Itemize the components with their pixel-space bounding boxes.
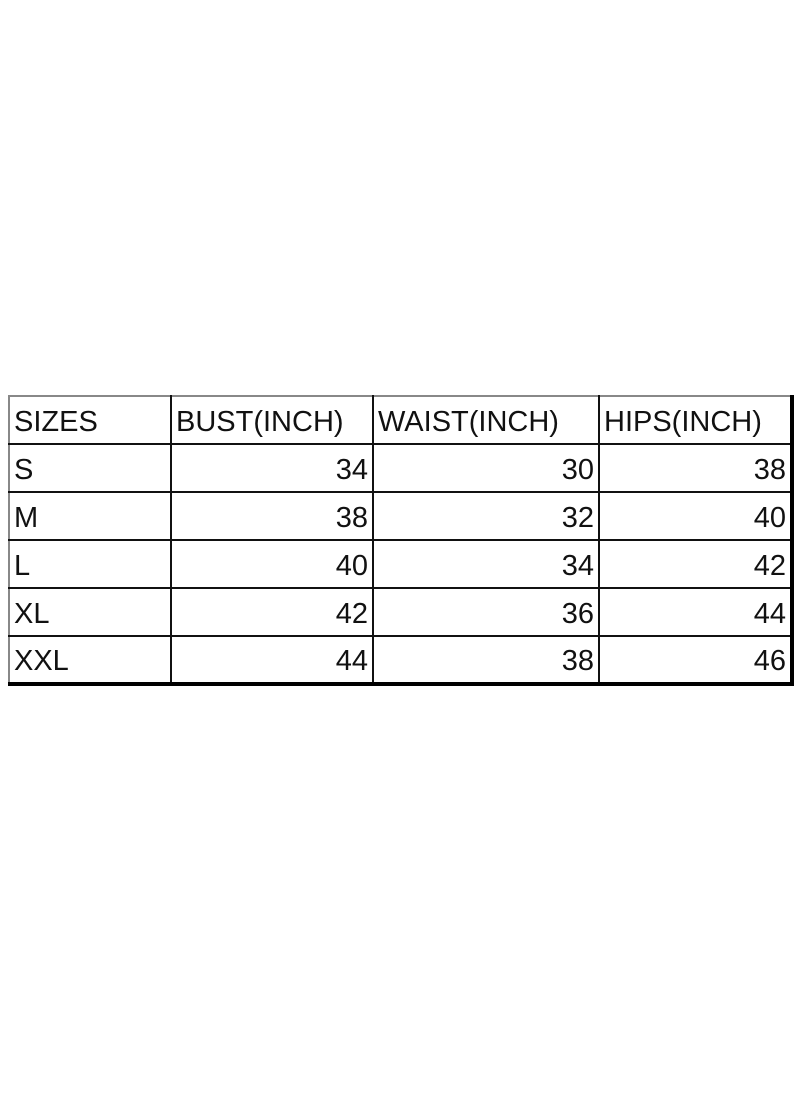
measure-cell: 34 (170, 443, 374, 493)
size-cell: XXL (9, 635, 172, 685)
measure-cell: 36 (372, 587, 600, 637)
measure-cell: 38 (598, 443, 793, 493)
data-row: S 34 30 38 (9, 443, 793, 493)
measure-cell: 42 (170, 587, 374, 637)
measure-cell: 38 (170, 491, 374, 541)
measure-cell: 38 (372, 635, 600, 685)
data-row: XL 42 36 44 (9, 587, 793, 637)
measure-cell: 34 (372, 539, 600, 589)
size-cell: S (9, 443, 172, 493)
size-cell: M (9, 491, 172, 541)
measure-cell: 44 (170, 635, 374, 685)
header-row: SIZES BUST(INCH) WAIST(INCH) HIPS(INCH) (9, 396, 793, 445)
header-cell: HIPS(INCH) (598, 396, 793, 445)
measure-cell: 46 (598, 635, 793, 685)
measure-cell: 44 (598, 587, 793, 637)
header-cell: BUST(INCH) (170, 396, 374, 445)
measure-cell: 40 (170, 539, 374, 589)
measure-cell: 32 (372, 491, 600, 541)
header-cell: SIZES (9, 396, 172, 445)
data-row: XXL 44 38 46 (9, 635, 793, 685)
measure-cell: 42 (598, 539, 793, 589)
header-cell: WAIST(INCH) (372, 396, 600, 445)
data-row: M 38 32 40 (9, 491, 793, 541)
measure-cell: 40 (598, 491, 793, 541)
table-body: SIZES BUST(INCH) WAIST(INCH) HIPS(INCH) S 34 3… (9, 396, 793, 685)
size-table: SIZES BUST(INCH) WAIST(INCH) HIPS(INCH) S 34 3… (8, 395, 794, 686)
size-cell: L (9, 539, 172, 589)
data-row: L 40 34 42 (9, 539, 793, 589)
size-cell: XL (9, 587, 172, 637)
measure-cell: 30 (372, 443, 600, 493)
